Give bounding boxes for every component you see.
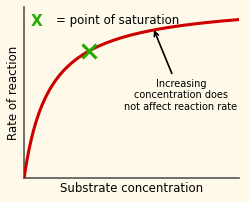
- Text: X: X: [31, 14, 43, 29]
- Text: Increasing
concentration does
not affect reaction rate: Increasing concentration does not affect…: [124, 32, 238, 112]
- X-axis label: Substrate concentration: Substrate concentration: [60, 182, 203, 195]
- Y-axis label: Rate of reaction: Rate of reaction: [7, 45, 20, 140]
- Text: = point of saturation: = point of saturation: [56, 14, 180, 27]
